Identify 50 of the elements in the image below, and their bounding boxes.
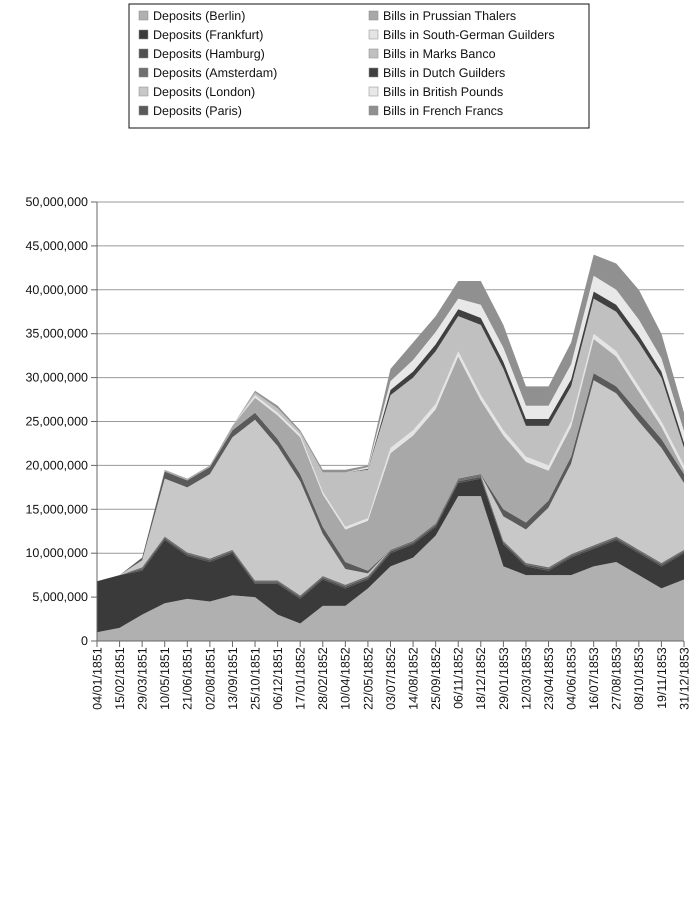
legend-label: Bills in South-German Guilders [383,28,555,42]
x-tick-label: 06/12/1851 [270,647,285,710]
y-tick-label: 5,000,000 [32,590,88,604]
legend-label: Deposits (London) [153,85,256,99]
x-tick-label: 17/01/1852 [294,647,308,710]
x-tick-label: 08/10/1853 [632,647,646,710]
legend-label: Bills in British Pounds [383,85,504,99]
y-tick-label: 20,000,000 [25,458,88,472]
legend-label: Deposits (Paris) [153,104,242,118]
x-tick-label: 10/05/1851 [158,647,172,710]
x-tick-label: 18/12/1852 [474,647,488,710]
y-tick-label: 35,000,000 [25,326,88,341]
x-tick-label: 25/10/1851 [248,647,262,710]
legend-label: Deposits (Frankfurt) [153,28,264,42]
legend-label: Deposits (Hamburg) [153,47,265,61]
x-tick-label: 06/11/1852 [452,647,466,709]
y-tick-label: 15,000,000 [25,502,88,516]
x-tick-label: 10/04/1852 [338,647,353,710]
legend-label: Bills in Dutch Guilders [383,66,506,80]
y-tick-label: 10,000,000 [25,546,88,560]
x-tick-label: 04/01/1851 [90,647,104,710]
legend-label: Deposits (Amsterdam) [153,66,278,80]
x-tick-label: 02/08/1851 [203,647,218,710]
x-tick-label: 19/11/1853 [654,647,669,709]
legend-label: Deposits (Berlin) [153,9,246,23]
x-tick-label: 28/02/1852 [316,647,330,710]
x-tick-label: 31/12/1853 [677,647,692,710]
y-tick-label: 0 [81,634,88,648]
y-tick-label: 45,000,000 [25,238,88,253]
y-tick-label: 50,000,000 [25,195,88,209]
x-tick-label: 29/01/1853 [496,647,511,710]
x-tick-label: 25/09/1852 [429,647,444,710]
x-tick-label: 04/06/1853 [564,647,578,710]
x-tick-label: 23/04/1853 [542,647,556,710]
legend-label: Bills in French Francs [383,104,504,118]
x-tick-label: 29/03/1851 [136,647,150,710]
x-tick-label: 13/09/1851 [226,647,240,710]
x-tick-label: 22/05/1852 [361,647,376,710]
x-tick-label: 27/08/1853 [610,647,624,710]
x-tick-label: 21/06/1851 [180,647,195,710]
legend-label: Bills in Marks Banco [383,47,496,61]
x-tick-label: 16/07/1853 [587,647,602,710]
x-tick-label: 14/08/1852 [406,647,420,710]
x-tick-label: 15/02/1851 [112,647,127,710]
x-tick-label: 03/07/1852 [384,647,398,710]
y-tick-label: 25,000,000 [25,414,88,428]
legend-label: Bills in Prussian Thalers [383,9,516,23]
x-tick-label: 12/03/1853 [519,647,534,710]
y-tick-label: 40,000,000 [25,282,88,297]
y-tick-label: 30,000,000 [25,370,88,385]
